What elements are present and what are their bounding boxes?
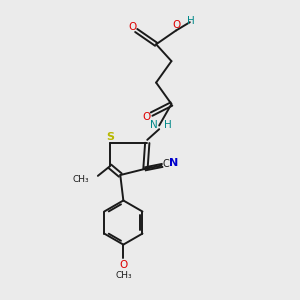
Text: S: S: [106, 132, 114, 142]
Text: H: H: [188, 16, 195, 26]
Text: O: O: [119, 260, 128, 269]
Text: CH₃: CH₃: [115, 271, 132, 280]
Text: O: O: [143, 112, 151, 122]
Text: O: O: [172, 20, 180, 30]
Text: CH₃: CH₃: [73, 175, 89, 184]
Text: H: H: [164, 121, 172, 130]
Text: C: C: [163, 159, 169, 169]
Text: O: O: [128, 22, 137, 32]
Text: N: N: [169, 158, 178, 168]
Text: N: N: [150, 121, 158, 130]
